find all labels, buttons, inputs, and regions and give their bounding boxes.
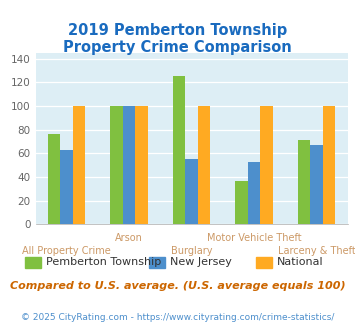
Bar — [261, 106, 273, 224]
Bar — [198, 106, 211, 224]
Bar — [48, 134, 60, 224]
Bar — [298, 140, 310, 224]
Bar — [110, 106, 123, 224]
Text: New Jersey: New Jersey — [170, 257, 232, 267]
Bar — [235, 181, 248, 224]
Text: Compared to U.S. average. (U.S. average equals 100): Compared to U.S. average. (U.S. average … — [10, 281, 345, 291]
Bar — [185, 159, 198, 224]
Text: National: National — [277, 257, 323, 267]
Text: All Property Crime: All Property Crime — [22, 246, 111, 256]
Text: Motor Vehicle Theft: Motor Vehicle Theft — [207, 233, 301, 243]
Bar — [323, 106, 335, 224]
Text: Burglary: Burglary — [171, 246, 212, 256]
Bar — [136, 106, 148, 224]
Bar — [73, 106, 86, 224]
Text: Arson: Arson — [115, 233, 143, 243]
Bar — [123, 106, 136, 224]
Bar — [60, 150, 73, 224]
Bar — [310, 145, 323, 224]
Text: Larceny & Theft: Larceny & Theft — [278, 246, 355, 256]
Text: Pemberton Township: Pemberton Township — [46, 257, 162, 267]
Text: 2019 Pemberton Township
Property Crime Comparison: 2019 Pemberton Township Property Crime C… — [63, 23, 292, 55]
Bar — [173, 77, 185, 224]
Bar — [248, 162, 261, 224]
Text: © 2025 CityRating.com - https://www.cityrating.com/crime-statistics/: © 2025 CityRating.com - https://www.city… — [21, 313, 334, 322]
